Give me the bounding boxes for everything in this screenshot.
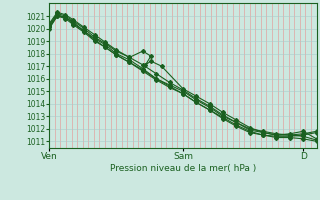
X-axis label: Pression niveau de la mer( hPa ): Pression niveau de la mer( hPa ) xyxy=(110,164,256,173)
